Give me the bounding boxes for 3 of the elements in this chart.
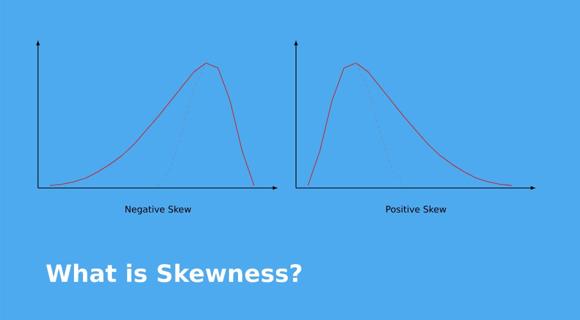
text: What is Skewness? <box>46 264 302 282</box>
x-axis-title: Positive Skew <box>386 206 446 213</box>
x-axis-title: Negative Skew <box>126 206 192 214</box>
